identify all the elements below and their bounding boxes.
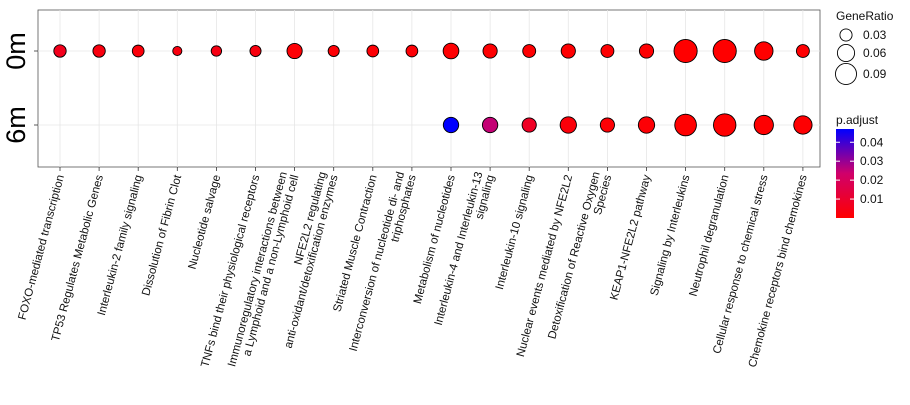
data-point-0m bbox=[53, 44, 67, 58]
x-tick-label: Nucleotide salvage bbox=[187, 174, 224, 271]
x-tick-label-line: FOXO-mediated transcription bbox=[17, 174, 67, 322]
color-legend-label: 0.03 bbox=[860, 154, 884, 168]
color-legend-label: 0.04 bbox=[860, 135, 884, 149]
color-legend-label: 0.01 bbox=[860, 192, 884, 206]
data-point-0m bbox=[638, 43, 655, 59]
data-point-0m bbox=[327, 45, 340, 58]
x-tick-label-line: Dissolution of Fibrin Clot bbox=[140, 173, 184, 297]
x-tick-label: Dissolution of Fibrin Clot bbox=[140, 173, 184, 297]
data-point-6m bbox=[521, 117, 537, 133]
data-point-0m bbox=[482, 43, 498, 59]
size-legend-circle bbox=[836, 43, 856, 63]
y-tick-label: 6m bbox=[1, 106, 31, 144]
x-tick-label-line: Nucleotide salvage bbox=[187, 174, 224, 271]
axis-ticks bbox=[34, 50, 804, 171]
data-point-0m bbox=[754, 41, 774, 61]
data-point-0m bbox=[560, 43, 576, 59]
x-tick-label: Interleukin-10 signaling bbox=[494, 174, 536, 291]
data-point-0m bbox=[249, 45, 262, 58]
data-point-6m bbox=[753, 114, 774, 136]
panel-background bbox=[37, 9, 821, 168]
data-point-0m bbox=[673, 38, 698, 64]
data-point-0m bbox=[286, 42, 303, 60]
data-point-0m bbox=[210, 45, 223, 57]
size-legend-title: GeneRatio bbox=[836, 9, 894, 23]
color-legend-bar bbox=[836, 129, 854, 218]
x-tick-label-line: Detoxification of Reactive Oxygen bbox=[546, 171, 602, 341]
data-point-0m bbox=[405, 44, 419, 58]
data-point-6m bbox=[481, 116, 499, 134]
size-legend-circle bbox=[835, 63, 857, 85]
x-tick-label-line: Interleukin-10 signaling bbox=[494, 174, 536, 291]
data-point-6m bbox=[559, 116, 577, 134]
data-point-0m bbox=[92, 44, 106, 58]
x-tick-label: Signaling by Interleukins bbox=[649, 173, 693, 297]
data-point-6m bbox=[637, 116, 656, 134]
data-point-0m bbox=[366, 44, 380, 58]
size-legend-label: 0.06 bbox=[863, 46, 887, 60]
size-legend-label: 0.03 bbox=[863, 28, 887, 42]
x-tick-label: FOXO-mediated transcription bbox=[17, 174, 67, 322]
data-point-0m bbox=[600, 44, 615, 58]
data-point-0m bbox=[442, 42, 460, 60]
size-legend: GeneRatio 0.03 0.06 0.09 bbox=[835, 9, 894, 85]
data-points bbox=[53, 38, 813, 137]
size-legend-circle bbox=[839, 28, 853, 42]
color-legend: p.adjust 0.04 0.03 0.02 0.01 bbox=[836, 113, 884, 218]
x-tick-label-line: Interleukin-2 family signaling bbox=[96, 174, 145, 317]
x-tick-label: Neutrophil degranulation bbox=[688, 174, 732, 298]
color-legend-title: p.adjust bbox=[836, 113, 879, 127]
data-point-0m bbox=[795, 44, 810, 58]
data-point-0m bbox=[712, 38, 737, 64]
data-point-6m bbox=[793, 115, 813, 135]
data-point-0m bbox=[172, 45, 183, 57]
data-point-0m bbox=[522, 44, 537, 58]
data-point-0m bbox=[131, 44, 145, 58]
x-tick-label-line: KEAP1-NFE2L2 pathway bbox=[608, 173, 653, 301]
size-legend-label: 0.09 bbox=[863, 67, 887, 81]
color-legend-label: 0.02 bbox=[860, 173, 884, 187]
x-tick-label-line: Neutrophil degranulation bbox=[688, 174, 732, 298]
data-point-6m bbox=[674, 113, 697, 137]
x-tick-label: Interconversion of nucleotide di- andtri… bbox=[348, 170, 419, 356]
data-point-6m bbox=[713, 113, 737, 137]
y-axis-labels: 0m 6m bbox=[1, 32, 31, 144]
x-tick-label: KEAP1-NFE2L2 pathway bbox=[608, 173, 653, 301]
x-tick-label: Interleukin-2 family signaling bbox=[96, 174, 145, 317]
data-point-6m bbox=[442, 116, 460, 134]
y-tick-label: 0m bbox=[1, 32, 31, 70]
x-tick-label-line: Signaling by Interleukins bbox=[649, 173, 693, 297]
data-point-6m bbox=[599, 117, 615, 133]
